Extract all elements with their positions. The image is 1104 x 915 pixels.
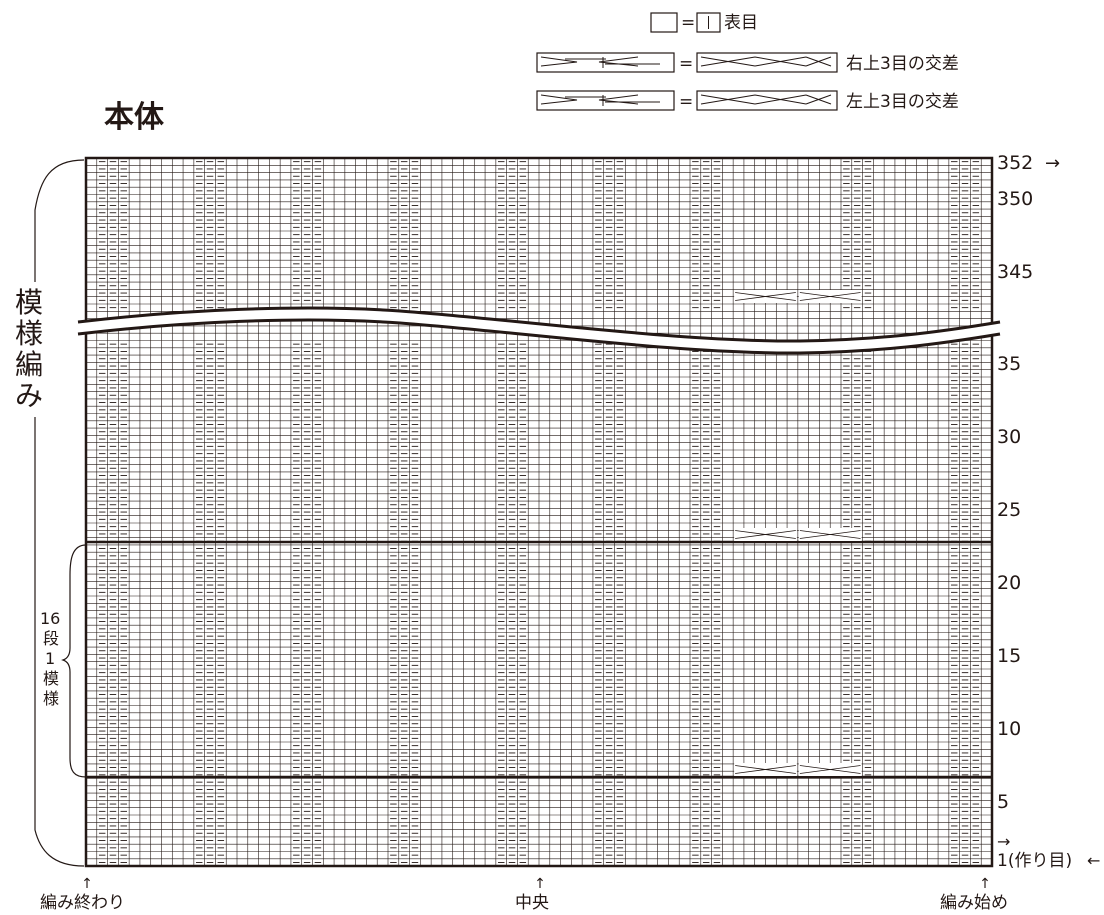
svg-text:20: 20 <box>997 572 1021 594</box>
chart-break-line <box>77 318 1001 355</box>
legend-left-cross: = 左上3目の交差 <box>536 90 959 112</box>
bottom-labels: ↑ ↑ ↑ 編み終わり 中央 編み始め <box>40 876 1008 913</box>
svg-text:345: 345 <box>997 261 1033 283</box>
svg-text:=: = <box>679 54 693 74</box>
row-number-first: 1(作り目) <box>997 851 1072 871</box>
legend-knit-equivalent <box>696 12 721 33</box>
side-pattern-label-2: 様 <box>15 317 43 350</box>
svg-text:↑: ↑ <box>534 876 546 892</box>
svg-text:5: 5 <box>997 791 1009 813</box>
svg-text:様: 様 <box>43 689 59 708</box>
svg-text:25: 25 <box>997 499 1021 521</box>
cable-cross <box>734 528 862 541</box>
svg-text:↑: ↑ <box>979 876 991 892</box>
cable-cross-stroke <box>799 292 861 301</box>
svg-text:30: 30 <box>997 426 1021 448</box>
stitch-grid <box>84 156 994 868</box>
legend-knit-symbol <box>650 12 678 33</box>
cable-cross <box>734 763 862 776</box>
svg-text:=: = <box>679 92 693 112</box>
svg-text:←: ← <box>1087 851 1100 870</box>
legend-right-cross-label: 右上3目の交差 <box>846 54 959 74</box>
cable-cross <box>734 290 862 303</box>
cable-cross-stroke <box>735 530 796 539</box>
stitch-marks <box>77 161 1001 863</box>
cable-cross-stroke <box>799 765 861 774</box>
label-end: 編み終わり <box>40 893 125 913</box>
svg-text:=: = <box>681 13 695 33</box>
repeat-bracket <box>61 544 87 778</box>
label-center: 中央 <box>515 893 549 913</box>
svg-text:→: → <box>997 832 1010 851</box>
side-pattern-label-3: 編 <box>15 348 43 381</box>
svg-text:10: 10 <box>997 718 1021 740</box>
row-numbers: 352 → 350 345 35 30 25 20 15 10 5 → 1(作り… <box>997 152 1100 871</box>
svg-text:1: 1 <box>45 649 55 668</box>
chart-title: 本体 <box>104 100 164 135</box>
side-pattern-label-4: み <box>15 379 43 412</box>
label-start: 編み始め <box>940 893 1008 913</box>
svg-text:35: 35 <box>997 353 1021 375</box>
svg-text:15: 15 <box>997 645 1021 667</box>
cable-cross-stroke <box>735 292 796 301</box>
row-number-top: 352 <box>997 152 1033 174</box>
legend-right-cross: = 右上3目の交差 <box>536 52 959 74</box>
legend: = 表目 = 右上3目の交差 = 左上3目の交差 <box>536 12 959 112</box>
svg-text:段: 段 <box>43 629 59 648</box>
legend-knit-label: 表目 <box>724 13 758 33</box>
cable-cross-stroke <box>799 530 861 539</box>
svg-text:↑: ↑ <box>81 876 93 892</box>
svg-text:→: → <box>1045 153 1060 174</box>
chart-break-line <box>77 306 1001 343</box>
pattern-bracket <box>34 159 85 867</box>
side-pattern-label-1: 模 <box>15 286 43 319</box>
svg-text:模: 模 <box>43 669 59 688</box>
svg-text:350: 350 <box>997 188 1033 210</box>
legend-left-cross-label: 左上3目の交差 <box>846 92 959 112</box>
cable-cross-stroke <box>735 765 796 774</box>
chart-border <box>84 156 994 868</box>
repeat-rows-label: 16 <box>40 609 60 628</box>
